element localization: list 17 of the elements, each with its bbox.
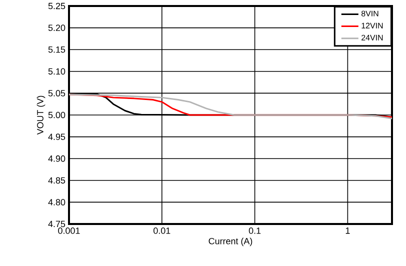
- y-tick-label: 4.85: [48, 177, 66, 184]
- y-tick-label: 4.75: [48, 220, 66, 228]
- x-axis-title: Current (A): [208, 238, 252, 246]
- x-tick-label: 0.01: [154, 228, 170, 234]
- y-tick-label: 5.05: [48, 90, 66, 96]
- x-tick-label: 1: [346, 228, 350, 234]
- y-tick-label: 5.00: [48, 112, 66, 118]
- y-axis-title: VOUT (V): [36, 96, 46, 135]
- y-tick-label: 4.90: [48, 155, 66, 162]
- y-tick-label: 5.10: [48, 68, 66, 75]
- y-tick-label: 4.80: [48, 199, 66, 206]
- y-tick-label: 4.95: [48, 134, 66, 140]
- x-tick-label: 0.1: [248, 228, 261, 234]
- y-tick-label: 5.25: [48, 2, 66, 10]
- y-tick-label: 5.20: [48, 24, 66, 31]
- y-tick-label: 5.15: [48, 46, 66, 53]
- x-tick-label: 0.001: [58, 228, 80, 234]
